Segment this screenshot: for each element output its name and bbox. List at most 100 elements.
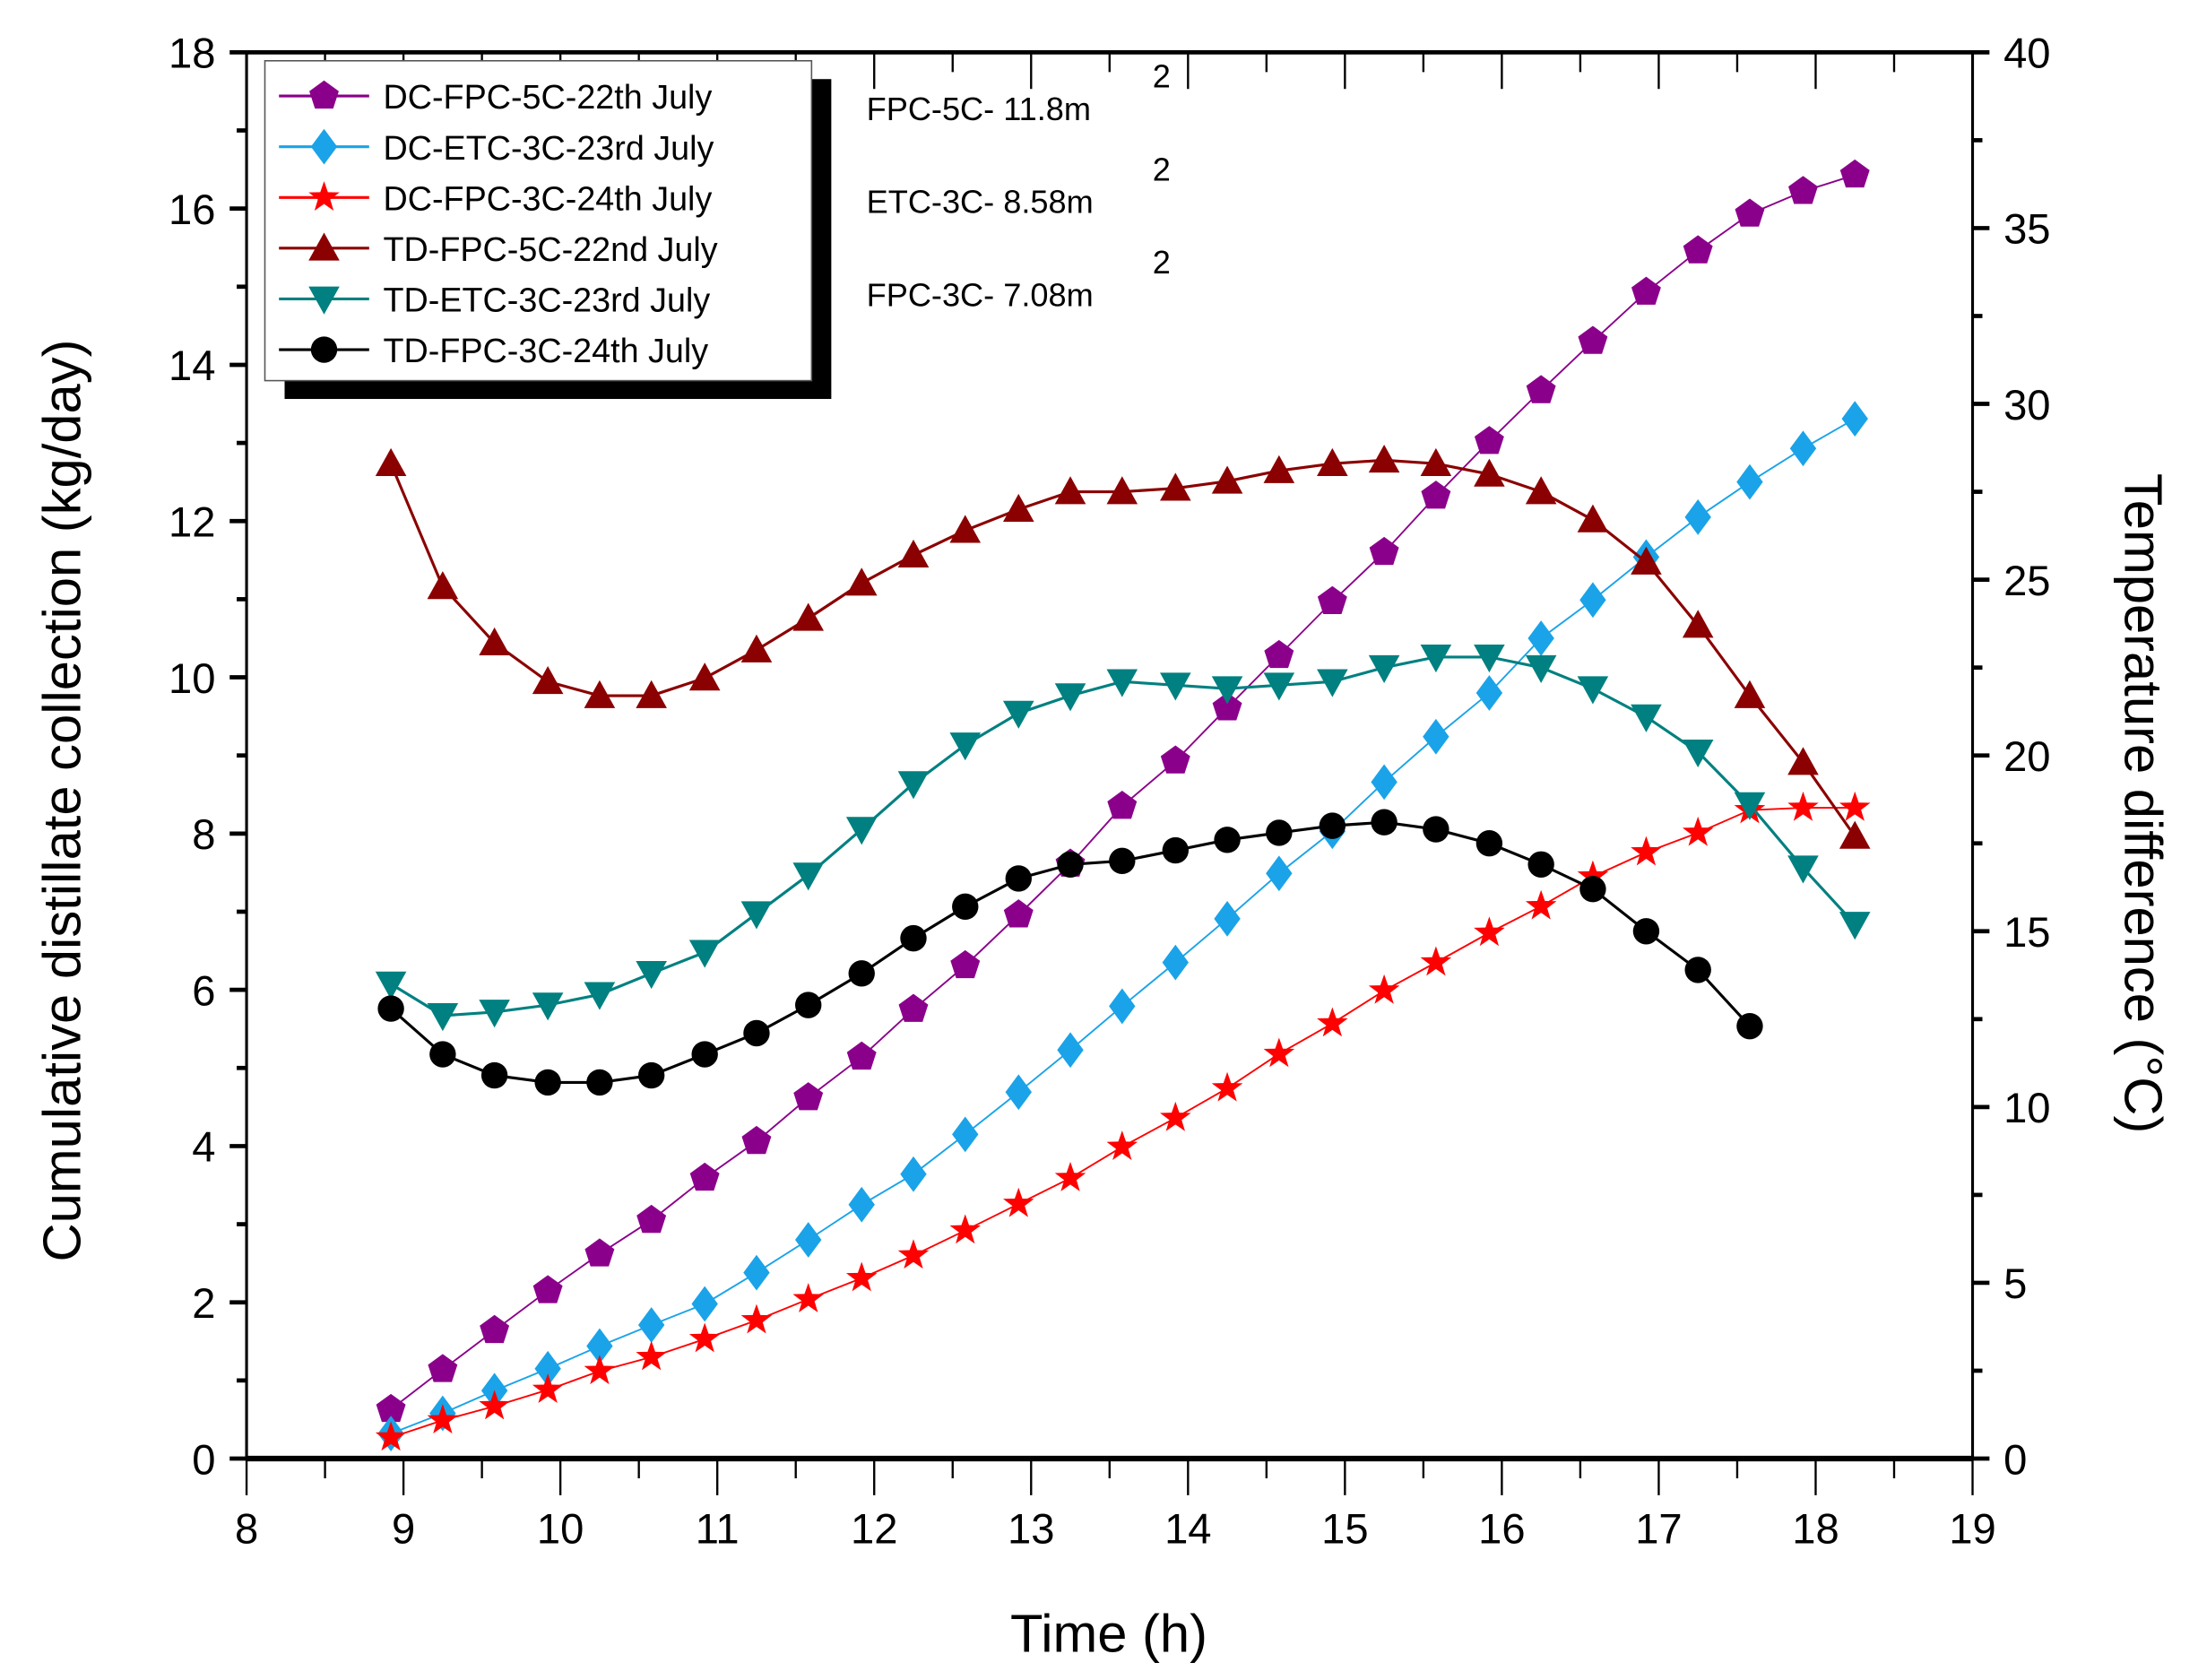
data-point [532,1275,563,1303]
data-point [743,1254,770,1291]
legend-label: DC-FPC-5C-22th July [384,78,713,116]
x-tick-label: 17 [1635,1504,1682,1552]
y2-tick-label: 35 [2003,205,2050,253]
data-point [1420,946,1452,976]
data-point [1734,792,1766,820]
data-point [1631,276,1661,305]
x-tick-label: 13 [1008,1504,1054,1552]
data-point [429,1041,456,1068]
data-point [534,1069,561,1096]
data-point [375,971,407,1000]
data-point [795,1222,822,1258]
data-point [740,901,773,930]
data-point [534,1350,561,1387]
data-point [1474,645,1505,673]
series-line [389,458,1856,837]
data-point [1631,704,1662,732]
data-point [1527,620,1554,656]
area-annotation-superscript: 2 [1153,244,1171,281]
y-tick-label: 0 [192,1435,215,1483]
data-point [1109,988,1136,1025]
data-point [1211,1071,1243,1102]
y2-tick-label: 0 [2003,1435,2027,1483]
y-tick-label: 12 [169,498,215,546]
data-point [1005,865,1032,892]
data-point [375,447,407,477]
data-point [1475,830,1503,857]
data-point [1317,1007,1348,1037]
data-point [691,1041,718,1068]
data-point [637,1307,665,1343]
data-point [1057,851,1084,878]
data-point [1160,745,1190,774]
data-point [1106,476,1138,505]
y2-tick-label: 25 [2003,557,2050,604]
area-annotation-superscript: 2 [1153,58,1171,95]
data-point [793,1082,824,1111]
x-tick-label: 8 [235,1504,258,1552]
data-point [949,732,982,761]
legend-box [264,60,813,382]
series-triangle-down [375,645,1871,1032]
data-point [1211,465,1243,494]
x-tick-label: 9 [392,1504,415,1552]
data-point [1787,747,1819,775]
data-point [1263,672,1295,701]
data-point [1474,426,1504,455]
data-point [1371,809,1398,836]
area-annotation: FPC-3C- 7.08m [867,276,1094,313]
axes: 8 9 10 11 12 13 14 15 16 17 18 19024681012141618051… [169,30,2050,1553]
data-point [1736,463,1763,500]
data-point [1264,639,1294,669]
data-point [1214,827,1241,853]
data-point [897,1239,930,1269]
x-tick-label: 15 [1321,1504,1368,1552]
data-point [427,571,459,600]
y2-tick-label: 40 [2003,30,2050,77]
y-axis-label: Cumulative distillate collection (kg/day… [32,340,92,1262]
data-point [792,602,824,631]
x-tick-label: 10 [537,1504,584,1552]
data-point [1841,401,1868,437]
data-point [897,771,930,800]
legend-label: DC-ETC-3C-23rd July [384,129,714,167]
data-point [1839,820,1871,849]
data-point [427,1003,459,1032]
data-point [1839,912,1871,940]
data-point [1787,855,1819,884]
y2-tick-label: 30 [2003,381,2050,429]
y2-tick-label: 20 [2003,732,2050,780]
data-point [584,982,616,1010]
data-point [688,662,721,691]
y2-tick-label: 5 [2003,1260,2027,1307]
data-point [1057,1032,1084,1069]
data-point [1525,889,1557,920]
data-point [532,1373,564,1404]
data-point [532,992,564,1021]
data-point [898,993,929,1022]
data-point [1839,159,1870,188]
legend-marker [310,128,338,165]
data-point [688,1322,721,1353]
y-tick-label: 2 [192,1279,215,1327]
data-point [1371,764,1398,801]
data-point [1319,812,1346,839]
legend-label: DC-FPC-3C-24th July [384,179,713,217]
data-point [845,817,878,845]
data-point [1368,654,1400,683]
data-point [1579,582,1606,619]
data-point [1266,855,1293,892]
data-point [1212,692,1242,721]
legend-marker [308,232,340,261]
legend-label: TD-FPC-3C-24th July [384,332,709,369]
data-point [1005,1074,1032,1111]
data-point [1369,536,1399,566]
data-point [846,1041,877,1070]
data-point [1682,739,1714,768]
data-point [743,1019,770,1047]
data-point [1579,876,1606,903]
data-point [1109,847,1136,875]
data-point [1214,900,1241,937]
data-point [1317,585,1347,614]
x-axis-label: Time (h) [1010,1603,1207,1663]
